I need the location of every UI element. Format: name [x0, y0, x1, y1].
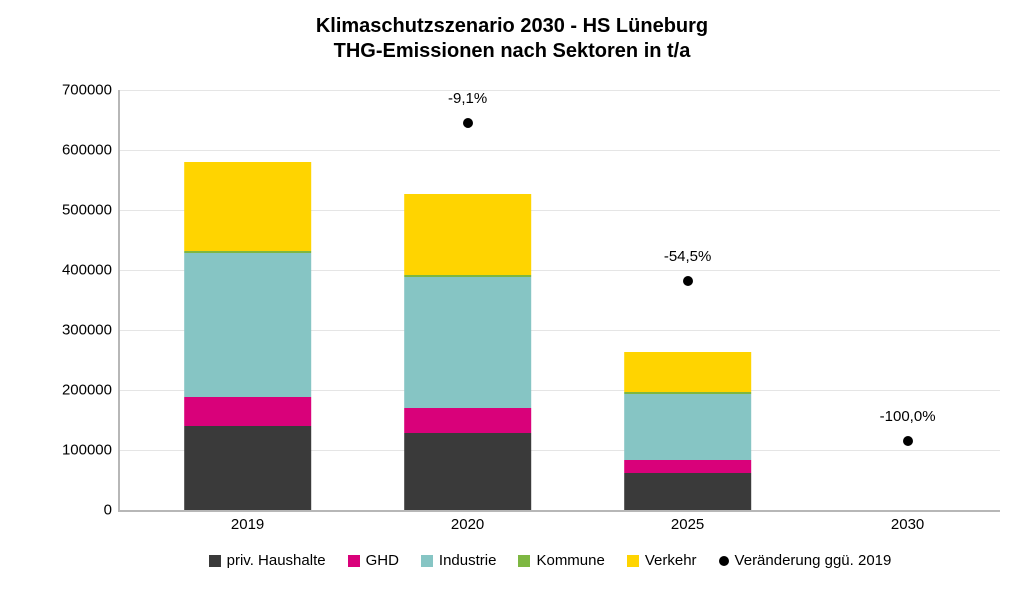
- legend-square-icon: [209, 555, 221, 567]
- bar-segment-verkehr: [184, 162, 312, 251]
- y-tick-label: 100000: [62, 442, 120, 459]
- bar-segment-industrie: [404, 277, 532, 408]
- bar-segment-verkehr: [404, 194, 532, 275]
- bar-group: [184, 162, 312, 510]
- chart-title: Klimaschutzszenario 2030 - HS Lüneburg T…: [0, 14, 1024, 64]
- x-tick-label: 2020: [451, 510, 484, 533]
- chart-title-line1: Klimaschutzszenario 2030 - HS Lüneburg: [0, 14, 1024, 39]
- y-tick-label: 500000: [62, 202, 120, 219]
- y-tick-label: 700000: [62, 82, 120, 99]
- legend-label: Verkehr: [645, 552, 697, 569]
- legend-dot-icon: [719, 556, 729, 566]
- change-point: [463, 118, 473, 128]
- plot-area: 0100000200000300000400000500000600000700…: [118, 90, 1000, 512]
- y-tick-label: 600000: [62, 142, 120, 159]
- bar-segment-industrie: [184, 253, 312, 397]
- legend-item: Kommune: [518, 552, 604, 569]
- chart-title-line2: THG-Emissionen nach Sektoren in t/a: [0, 39, 1024, 64]
- legend-item: Veränderung ggü. 2019: [719, 552, 892, 569]
- legend-item: Verkehr: [627, 552, 697, 569]
- bar-segment-kommune: [184, 251, 312, 253]
- bar-segment-industrie: [624, 394, 752, 460]
- bar-group: [404, 194, 532, 510]
- bar-segment-ghd: [404, 408, 532, 433]
- change-point: [683, 276, 693, 286]
- change-point: [903, 436, 913, 446]
- legend-square-icon: [348, 555, 360, 567]
- bar-segment-kommune: [624, 392, 752, 394]
- change-point-label: -9,1%: [448, 90, 487, 113]
- change-point-label: -100,0%: [880, 408, 936, 431]
- legend-label: Kommune: [536, 552, 604, 569]
- legend-square-icon: [421, 555, 433, 567]
- y-tick-label: 0: [104, 502, 120, 519]
- legend: priv. Haushalte GHD Industrie Kommune Verkeh…: [150, 552, 950, 569]
- bar-segment-priv_haushalte: [184, 426, 312, 510]
- bar-segment-ghd: [624, 460, 752, 473]
- legend-square-icon: [627, 555, 639, 567]
- legend-item: priv. Haushalte: [209, 552, 326, 569]
- bar-group: [624, 352, 752, 510]
- change-point-label: -54,5%: [664, 248, 712, 271]
- legend-item: Industrie: [421, 552, 497, 569]
- y-tick-label: 200000: [62, 382, 120, 399]
- bar-segment-ghd: [184, 397, 312, 426]
- grid-line: [120, 150, 1000, 151]
- x-tick-label: 2019: [231, 510, 264, 533]
- legend-square-icon: [518, 555, 530, 567]
- legend-item: GHD: [348, 552, 399, 569]
- bar-segment-priv_haushalte: [404, 433, 532, 510]
- bar-segment-verkehr: [624, 352, 752, 392]
- legend-label: Veränderung ggü. 2019: [735, 552, 892, 569]
- chart-container: Klimaschutzszenario 2030 - HS Lüneburg T…: [0, 0, 1024, 591]
- grid-line: [120, 90, 1000, 91]
- legend-label: Industrie: [439, 552, 497, 569]
- bar-segment-priv_haushalte: [624, 473, 752, 510]
- legend-label: GHD: [366, 552, 399, 569]
- legend-label: priv. Haushalte: [227, 552, 326, 569]
- x-tick-label: 2025: [671, 510, 704, 533]
- x-tick-label: 2030: [891, 510, 924, 533]
- y-tick-label: 300000: [62, 322, 120, 339]
- bar-segment-kommune: [404, 275, 532, 277]
- y-tick-label: 400000: [62, 262, 120, 279]
